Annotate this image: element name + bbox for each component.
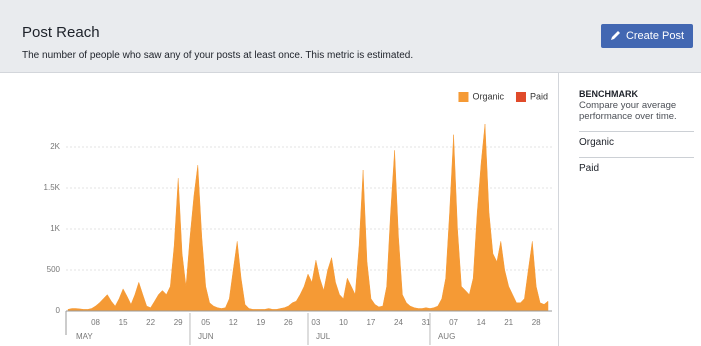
chart: 0 500 1K 1.5K 2K 08 15 22 29 05 12 19 26 03 10 17 24 31 07… <box>44 91 552 345</box>
button-label: Create Post <box>625 30 685 42</box>
x-tick-label: 12 <box>229 318 238 327</box>
x-tick-label: 03 <box>311 318 320 327</box>
benchmark-item[interactable]: Paid <box>579 157 694 174</box>
x-tick-label: 26 <box>284 318 293 327</box>
month-label: AUG <box>438 332 455 341</box>
x-tick-label: 17 <box>366 318 375 327</box>
benchmark-description: Compare your average performance over ti… <box>579 100 677 122</box>
pencil-icon <box>610 31 620 40</box>
x-tick-label: 07 <box>449 318 458 327</box>
legend-label: Paid <box>530 91 548 101</box>
x-tick-label: 08 <box>91 318 100 327</box>
x-tick-label: 31 <box>422 318 431 327</box>
x-tick-label: 10 <box>339 318 348 327</box>
y-tick-label: 0 <box>56 306 61 315</box>
x-tick-label: 21 <box>504 318 513 327</box>
sidebar: BENCHMARK Compare your average performan… <box>558 73 701 346</box>
benchmark-item[interactable]: Organic <box>579 131 694 148</box>
y-tick-label: 1K <box>50 224 60 233</box>
header: Post Reach The number of people who saw … <box>0 0 701 73</box>
benchmark-title: BENCHMARK <box>579 89 638 99</box>
legend-swatch <box>458 92 469 102</box>
x-tick-label: 19 <box>256 318 265 327</box>
y-tick-label: 500 <box>47 265 61 274</box>
x-tick-label: 05 <box>201 318 210 327</box>
x-tick-label: 24 <box>394 318 403 327</box>
legend-label: Organic <box>472 91 504 101</box>
month-label: MAY <box>76 332 93 341</box>
y-tick-label: 2K <box>50 142 60 151</box>
month-label: JUL <box>316 332 331 341</box>
title: Post Reach <box>22 24 100 41</box>
subtitle: The number of people who saw any of your… <box>22 50 414 61</box>
y-tick-label: 1.5K <box>44 183 61 192</box>
x-tick-label: 14 <box>477 318 486 327</box>
create-post-button[interactable]: Create Post <box>601 24 693 48</box>
x-tick-label: 15 <box>119 318 128 327</box>
x-tick-label: 29 <box>174 318 183 327</box>
area <box>67 123 549 312</box>
legend-swatch <box>515 92 526 102</box>
x-tick-label: 28 <box>532 318 541 327</box>
x-tick-label: 22 <box>146 318 155 327</box>
month-label: JUN <box>198 332 214 341</box>
